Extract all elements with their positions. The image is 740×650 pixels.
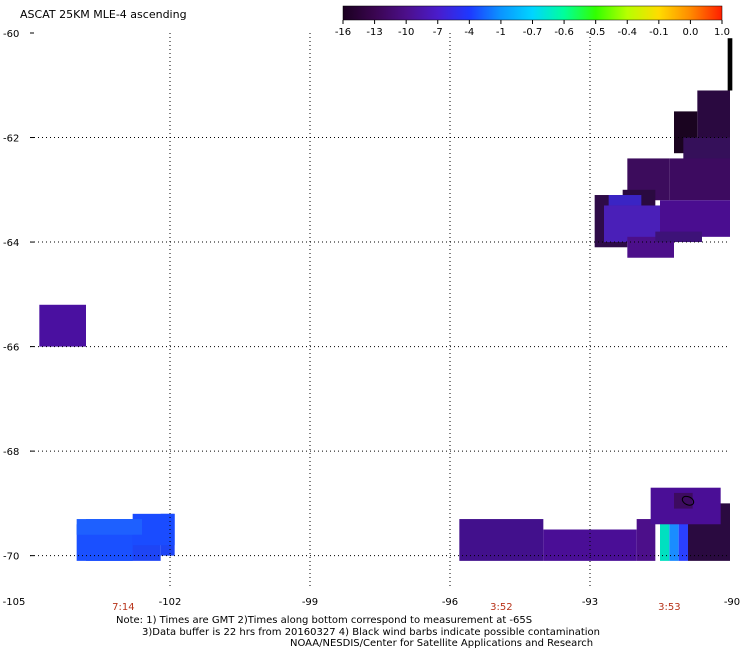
- colorbar-tick-label: -1: [496, 27, 506, 38]
- x-tick-label: -105: [3, 597, 26, 608]
- colorbar-tick-label: -0.1: [649, 27, 669, 38]
- colorbar-tick-label: -0.4: [617, 27, 637, 38]
- colorbar-tick-label: -0.5: [586, 27, 606, 38]
- note-line-2: 3)Data buffer is 22 hrs from 20160327 4)…: [142, 627, 600, 638]
- time-label: 3:53: [658, 602, 680, 613]
- x-tick-label: -102: [159, 597, 182, 608]
- colorbar: -16 -13 -10 -7 -4 -1 -0.7 -0.6 -0.5 -0.4 -0.1 0.0 1.…: [335, 5, 730, 38]
- colorbar-tick-label: -13: [366, 27, 382, 38]
- x-tick-label: -99: [302, 597, 318, 608]
- wind-barb-marker: [681, 495, 695, 506]
- data-cell-10: [660, 200, 730, 237]
- y-tick-label: -68: [3, 447, 19, 458]
- time-label: 7:14: [112, 602, 134, 613]
- data-cell-18: [76, 519, 142, 535]
- colorbar-tick-label: -0.7: [523, 27, 543, 38]
- y-tick-label: -66: [3, 343, 19, 354]
- data-cell-12: [655, 231, 702, 243]
- data-cell-9: [604, 205, 660, 243]
- data-cell-22: [660, 519, 670, 561]
- data-cell-23: [669, 519, 679, 561]
- time-label: 3:52: [490, 602, 512, 613]
- colorbar-tick-label: 0.0: [682, 27, 698, 38]
- contamination-marker: [681, 495, 695, 506]
- x-tick-label: -93: [582, 597, 598, 608]
- data-cell-5: [669, 158, 730, 201]
- data-cell-24: [678, 519, 688, 561]
- x-tick-label: -96: [442, 597, 458, 608]
- colorbar-tick-label: -4: [464, 27, 474, 38]
- colorbar-tick-label: -10: [398, 27, 414, 38]
- chart-title: ASCAT 25KM MLE-4 ascending: [20, 8, 187, 21]
- note-line-3: NOAA/NESDIS/Center for Satellite Applica…: [290, 638, 594, 649]
- y-tick-labels: -60 -62 -64 -66 -68 -70: [3, 29, 19, 563]
- data-cell-21: [636, 519, 656, 561]
- y-tick-label: -62: [3, 134, 19, 145]
- colorbar-tick-label: -0.6: [554, 27, 574, 38]
- data-cell-8: [608, 195, 642, 206]
- time-labels: 7:14 3:52 3:53: [112, 602, 680, 613]
- data-cell-13: [39, 304, 86, 347]
- data-cell-19: [459, 519, 544, 561]
- x-tick-labels: -105 -102 -99 -96 -93 -90: [3, 597, 740, 608]
- grid-lines: [30, 32, 730, 587]
- note-line-1: Note: 1) Times are GMT 2)Times along bot…: [116, 615, 533, 626]
- y-tick-label: -70: [3, 552, 19, 563]
- data-cell-0: [727, 38, 733, 91]
- data-cell-27: [674, 492, 693, 509]
- y-tick-label: -64: [3, 238, 19, 249]
- data-cells: [39, 38, 733, 561]
- y-tick-label: -60: [3, 29, 19, 40]
- colorbar-strip: [342, 5, 723, 21]
- x-tick-label: -90: [724, 597, 740, 608]
- colorbar-tick-label: -7: [433, 27, 443, 38]
- colorbar-tick-label: 1.0: [714, 27, 730, 38]
- colorbar-tick-label: -16: [335, 27, 351, 38]
